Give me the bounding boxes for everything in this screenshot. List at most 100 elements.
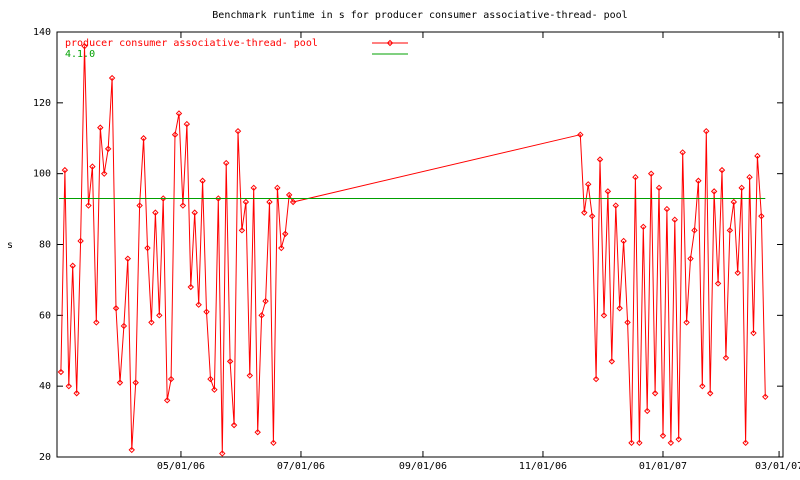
data-point — [278, 244, 285, 252]
chart-title: Benchmark runtime in s for producer cons… — [212, 10, 627, 21]
data-point — [179, 202, 187, 209]
legend-label: 4.1.0 — [65, 49, 95, 60]
data-point — [632, 174, 639, 181]
data-point — [714, 280, 722, 287]
data-point — [120, 322, 128, 330]
data-point — [691, 227, 698, 234]
data-point — [655, 184, 663, 192]
data-point — [636, 439, 643, 447]
data-point — [667, 439, 675, 447]
data-point — [266, 198, 273, 206]
data-point — [687, 255, 694, 262]
data-point — [616, 305, 623, 312]
data-point — [628, 439, 635, 447]
data-point — [219, 450, 226, 457]
data-point — [191, 209, 198, 216]
data-point — [144, 244, 151, 252]
data-point — [644, 407, 651, 415]
data-point — [195, 301, 202, 308]
data-point — [270, 439, 277, 447]
data-point — [167, 375, 175, 383]
legend-label: producer consumer associative-thread- po… — [65, 38, 318, 49]
legend-marker — [386, 39, 394, 47]
data-point — [624, 319, 631, 326]
y-tick-label: 120 — [33, 98, 51, 109]
data-point — [112, 305, 120, 312]
data-point — [274, 184, 281, 192]
data-point — [230, 421, 238, 429]
data-point — [577, 131, 584, 138]
data-point — [108, 74, 116, 82]
data-point — [726, 227, 734, 234]
data-point — [132, 379, 139, 386]
data-point — [734, 269, 741, 277]
data-point — [234, 127, 242, 135]
data-point — [238, 227, 246, 234]
data-point — [222, 159, 230, 167]
y-tick-label: 20 — [39, 452, 51, 463]
y-tick-label: 40 — [39, 381, 51, 392]
data-point — [97, 124, 104, 131]
data-point — [211, 386, 218, 393]
series-line — [60, 46, 766, 454]
data-point — [659, 432, 667, 439]
data-point — [675, 436, 682, 443]
data-point — [89, 163, 96, 170]
data-point — [585, 181, 592, 188]
data-point — [148, 319, 155, 326]
data-point — [254, 429, 261, 436]
y-tick-label: 60 — [39, 310, 51, 321]
data-point — [746, 174, 753, 181]
data-point — [65, 382, 73, 390]
data-point — [671, 216, 678, 223]
data-point — [140, 135, 147, 142]
data-point — [612, 202, 619, 209]
data-point — [750, 329, 757, 337]
data-point — [722, 354, 730, 362]
data-point — [581, 209, 588, 216]
data-point — [226, 358, 234, 365]
data-point — [69, 262, 76, 269]
data-point — [600, 312, 608, 319]
data-point — [663, 205, 671, 213]
data-point — [651, 390, 659, 397]
data-point — [282, 230, 289, 238]
data-point — [215, 195, 222, 202]
data-point — [81, 42, 88, 50]
y-tick-label: 140 — [33, 27, 51, 38]
data-point — [588, 212, 596, 220]
data-point — [61, 166, 69, 174]
data-point — [160, 195, 167, 202]
data-point — [57, 368, 65, 376]
data-point — [592, 375, 600, 383]
data-point — [104, 145, 112, 153]
data-point — [695, 177, 702, 184]
x-tick-label: 09/01/06 — [399, 461, 447, 472]
data-point — [73, 390, 80, 397]
data-point — [250, 184, 257, 192]
data-point — [762, 393, 769, 400]
data-point — [183, 120, 191, 128]
data-point — [258, 312, 265, 319]
data-point — [246, 372, 254, 379]
x-tick-label: 11/01/06 — [519, 461, 567, 472]
data-point — [703, 127, 710, 135]
data-point — [730, 198, 738, 206]
data-point — [116, 379, 124, 386]
x-tick-label: 01/01/07 — [639, 461, 687, 472]
data-point — [604, 188, 612, 195]
data-point — [699, 382, 706, 390]
data-point — [679, 149, 686, 156]
data-point — [85, 202, 92, 209]
data-point — [706, 390, 714, 397]
y-tick-label: 100 — [33, 169, 51, 180]
data-point — [156, 312, 163, 319]
data-point — [163, 397, 171, 404]
data-point — [738, 184, 745, 192]
data-point — [289, 198, 297, 206]
data-point — [242, 198, 250, 206]
data-point — [710, 188, 718, 195]
data-point — [152, 209, 159, 216]
data-point — [596, 156, 604, 163]
